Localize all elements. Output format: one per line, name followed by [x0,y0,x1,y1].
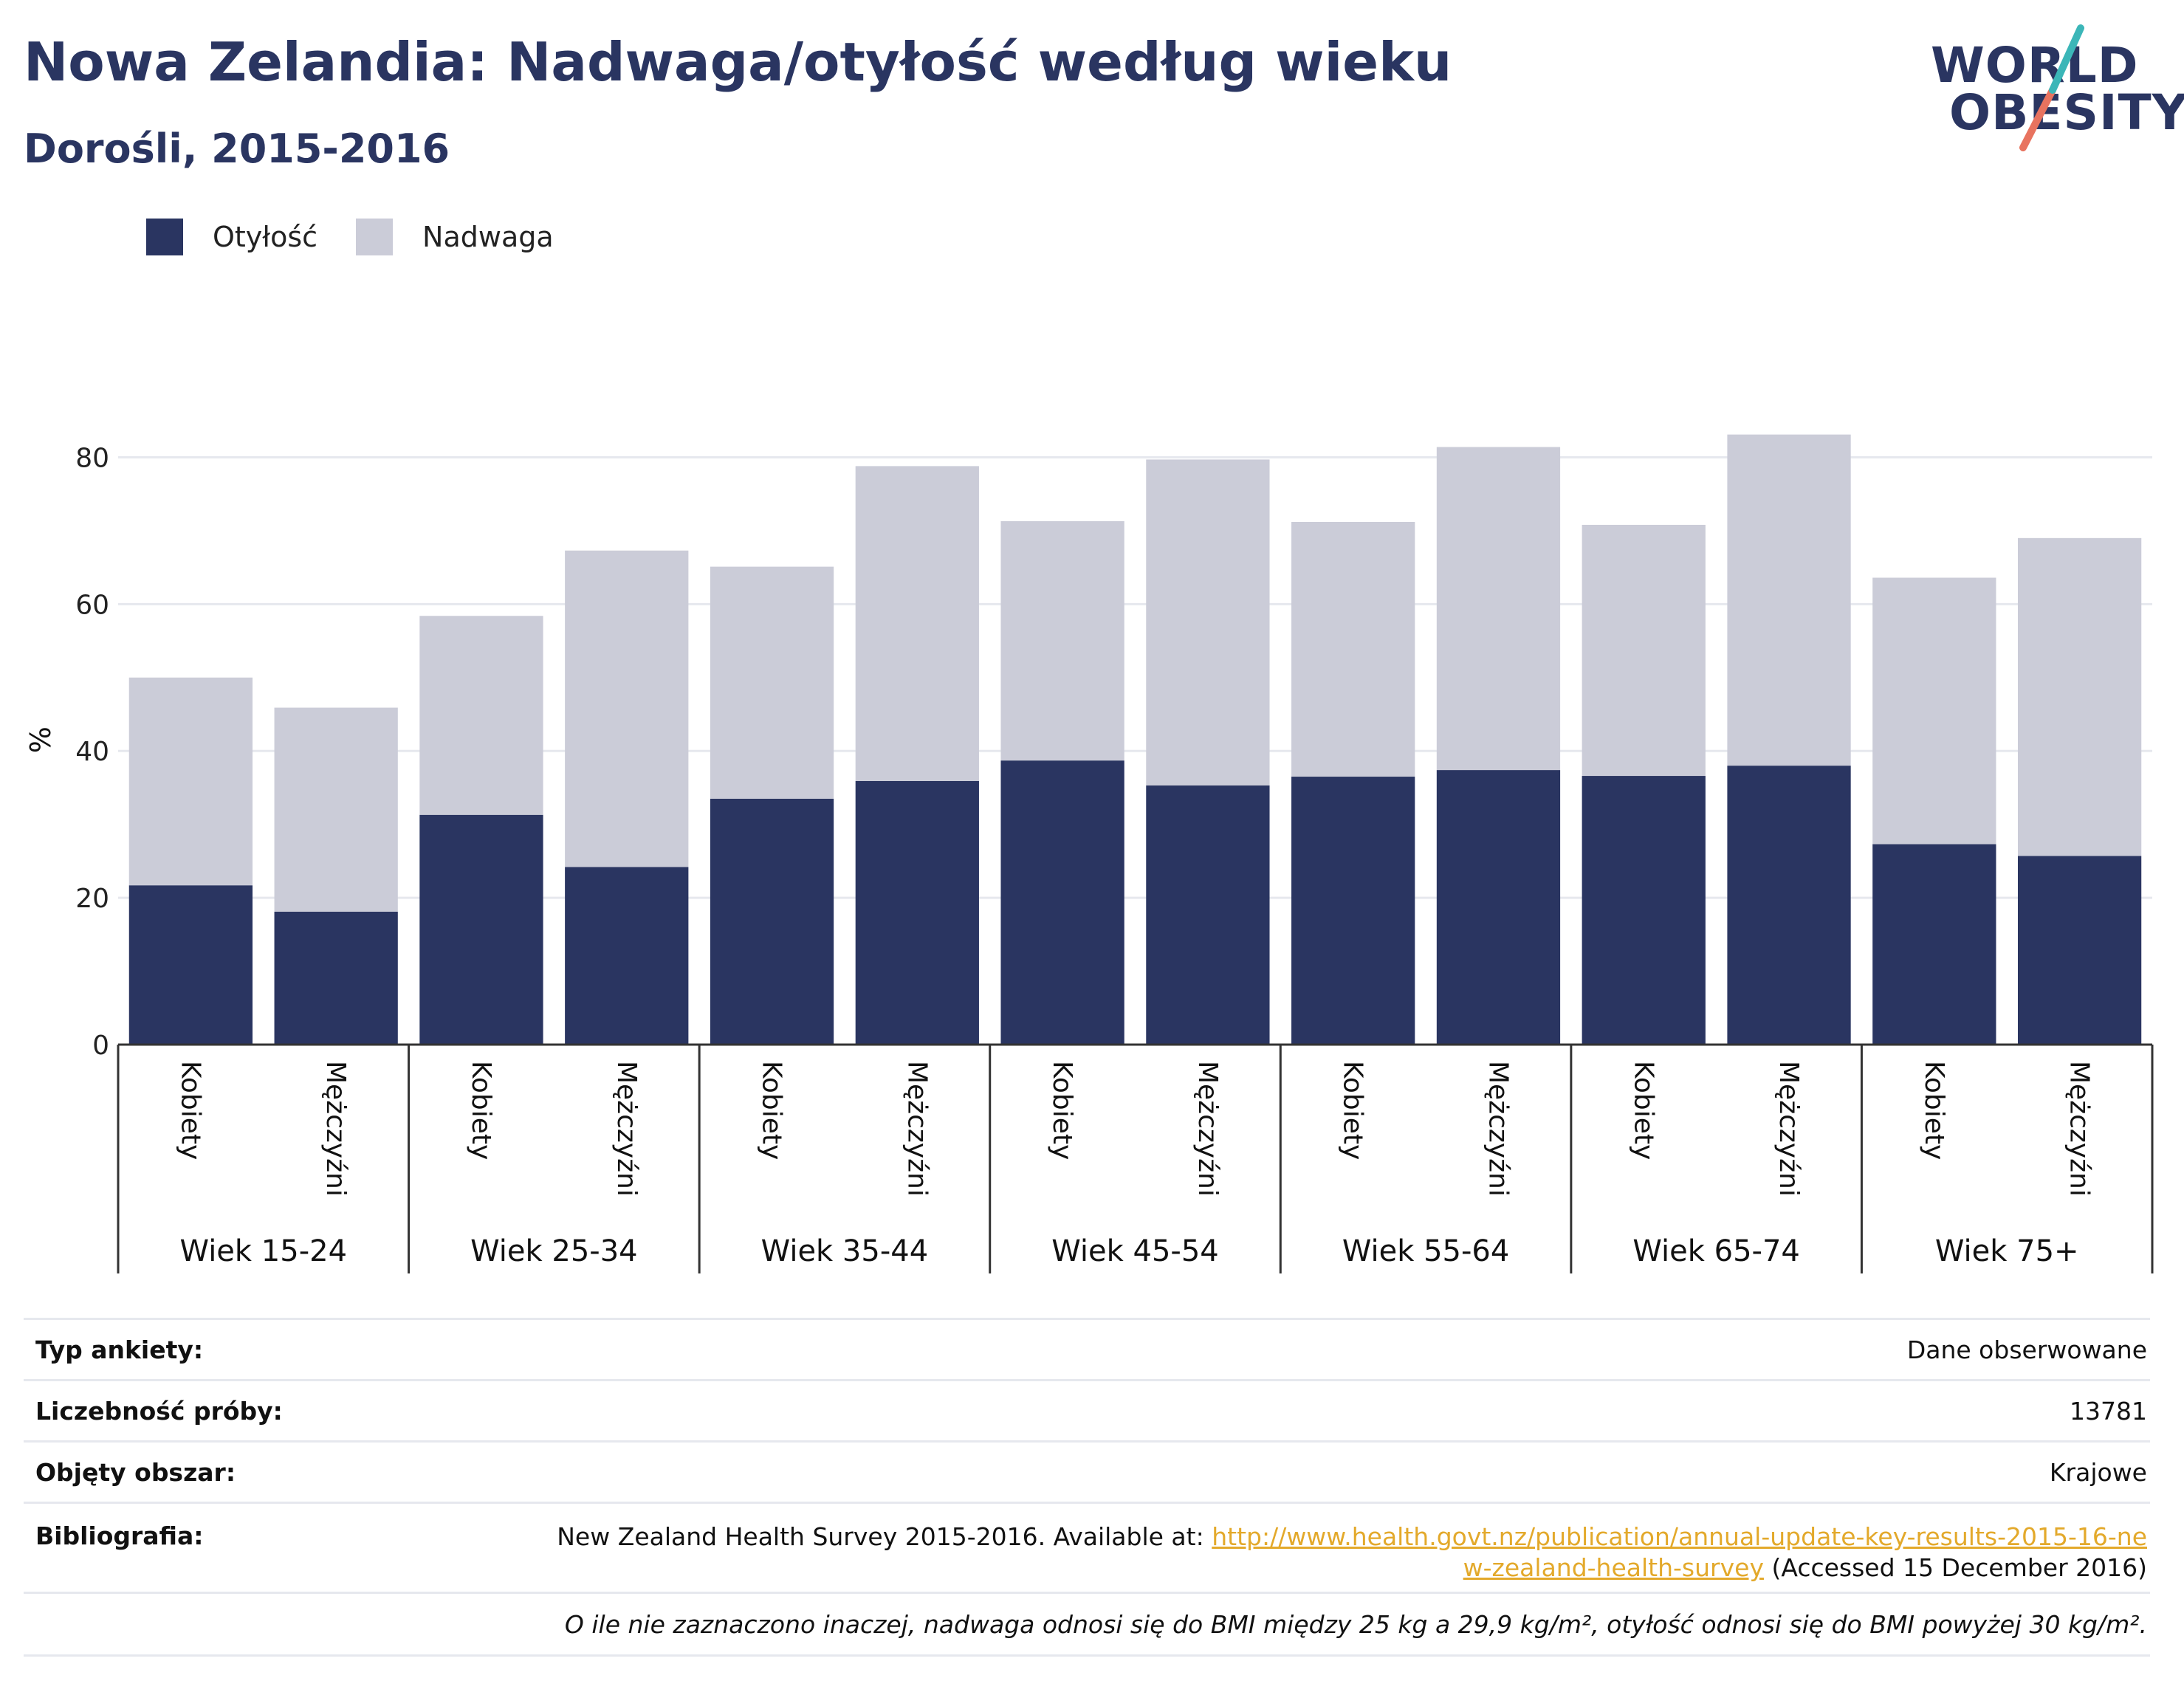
bar-overweight [1872,577,1996,845]
x-subcategory-label: Kobiety [1338,1061,1368,1160]
legend-label-obesity: Otyłość [213,221,318,253]
chart-title: Nowa Zelandia: Nadwaga/otyłość według wi… [24,31,1452,93]
bar-overweight [274,707,398,912]
x-group-label: Wiek 45-54 [1051,1234,1219,1268]
bar-overweight [1291,521,1415,777]
bar-obesity [855,780,979,1045]
y-tick-label: 0 [92,1031,109,1061]
bar-obesity [1436,770,1561,1045]
chart-subtitle: Dorośli, 2015-2016 [24,126,450,172]
sample-size-value: 13781 [2070,1396,2147,1426]
world-obesity-logo: WORLD OBESITY [1920,22,2184,155]
bar-obesity [1582,776,1706,1045]
bar-obesity [565,867,689,1045]
logo-slash-icon [2019,24,2084,151]
y-tick-label: 40 [75,737,109,767]
y-axis-label: % [24,726,57,753]
y-tick-label: 80 [75,443,109,473]
x-subcategory-label: Mężczyźni [2064,1061,2095,1197]
bar-obesity [1146,785,1270,1045]
x-subcategory-label: Mężczyźni [1192,1061,1223,1197]
bar-overweight [1146,459,1270,785]
legend-swatch-overweight [356,219,394,255]
legend-swatch-obesity [146,219,183,255]
x-subcategory-label: Mężczyźni [1483,1061,1513,1197]
bar-obesity [128,885,253,1045]
y-tick-label: 20 [75,884,109,914]
coverage-label: Objęty obszar: [35,1457,236,1487]
bar-obesity [1872,844,1996,1045]
info-row-coverage: Objęty obszar: Krajowe [24,1440,2150,1502]
info-row-survey-type: Typ ankiety: Dane obserwowane [24,1318,2150,1379]
x-group-label: Wiek 75+ [1935,1234,2079,1268]
bar-obesity [1727,766,1851,1045]
bar-overweight [2017,537,2142,856]
bar-overweight [710,566,834,799]
info-row-sample-size: Liczebność próby: 13781 [24,1379,2150,1440]
x-subcategory-label: Mężczyźni [611,1061,642,1197]
x-subcategory-label: Kobiety [757,1061,787,1160]
bar-obesity [1000,760,1124,1045]
bibliography-link[interactable]: http://www.health.govt.nz/publication/an… [1212,1522,2147,1582]
x-group-label: Wiek 35-44 [761,1234,929,1268]
x-subcategory-label: Kobiety [1628,1061,1658,1160]
sample-size-label: Liczebność próby: [35,1396,283,1426]
x-group-label: Wiek 55-64 [1342,1234,1510,1268]
stacked-bar-chart: 0 20 40 60 80% Kobiety Mężczyźni Kobiety Mężczyź… [24,434,2154,1273]
chart-legend: Otyłość Nadwaga [146,219,592,255]
survey-type-label: Typ ankiety: [35,1335,204,1364]
bar-overweight [1000,520,1124,761]
survey-type-value: Dane obserwowane [1906,1335,2147,1364]
x-group-label: Wiek 25-34 [470,1234,638,1268]
x-subcategory-label: Kobiety [1919,1061,1949,1160]
x-subcategory-label: Kobiety [175,1061,205,1160]
x-group-label: Wiek 15-24 [180,1234,348,1268]
y-tick-label: 60 [75,590,109,620]
bar-obesity [1291,777,1415,1045]
x-subcategory-label: Mężczyźni [902,1061,932,1197]
coverage-value: Krajowe [2049,1457,2147,1487]
legend-label-overweight: Nadwaga [422,221,554,253]
x-subcategory-label: Kobiety [1047,1061,1077,1160]
bibliography-value: New Zealand Health Survey 2015-2016. Ava… [538,1522,2150,1584]
info-row-bibliography: Bibliografia: New Zealand Health Survey … [24,1502,2150,1592]
bar-overweight [1582,524,1706,777]
bar-obesity [419,814,543,1045]
bar-overweight [565,550,689,867]
x-subcategory-label: Kobiety [466,1061,496,1160]
bar-overweight [1436,447,1561,771]
bar-obesity [274,912,398,1045]
logo-line-1: WORLD [1931,37,2139,94]
bibliography-suffix: (Accessed 15 December 2016) [1763,1553,2147,1582]
bar-overweight [855,466,979,781]
logo-line-2: OBESITY [1949,84,2184,141]
info-row-note: O ile nie zaznaczono inaczej, nadwaga od… [24,1592,2150,1657]
x-subcategory-label: Mężczyźni [1773,1061,1804,1197]
x-group-label: Wiek 65-74 [1632,1234,1800,1268]
bibliography-label: Bibliografia: [35,1522,204,1550]
x-subcategory-label: Mężczyźni [320,1061,351,1197]
bmi-definition-note: O ile nie zaznaczono inaczej, nadwaga od… [564,1609,2147,1639]
survey-info-table: Typ ankiety: Dane obserwowane Liczebność… [24,1318,2150,1657]
bibliography-text: New Zealand Health Survey 2015-2016. Ava… [557,1522,1212,1551]
bar-overweight [419,616,543,815]
bar-obesity [2017,856,2142,1045]
bar-overweight [128,677,253,886]
bar-obesity [710,798,834,1045]
bar-overweight [1727,434,1851,766]
